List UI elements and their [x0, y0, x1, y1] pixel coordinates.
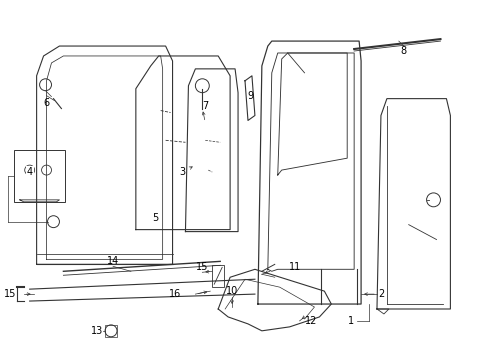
Text: 6: 6: [43, 98, 49, 108]
Polygon shape: [244, 76, 254, 121]
Text: 15: 15: [3, 289, 16, 299]
Text: 3: 3: [179, 167, 192, 177]
Text: 10: 10: [225, 286, 238, 296]
Text: 7: 7: [202, 100, 208, 111]
Text: 2: 2: [377, 289, 383, 299]
Text: 13: 13: [91, 326, 103, 336]
Text: 16: 16: [169, 289, 181, 299]
Text: 9: 9: [246, 91, 252, 101]
Text: 14: 14: [107, 256, 119, 266]
Text: 5: 5: [152, 213, 159, 223]
Text: 12: 12: [305, 316, 317, 326]
Text: 1: 1: [347, 316, 353, 326]
Text: 4: 4: [26, 167, 33, 177]
Text: 11: 11: [288, 262, 300, 272]
Text: 15: 15: [196, 262, 208, 272]
Text: 8: 8: [400, 46, 406, 56]
